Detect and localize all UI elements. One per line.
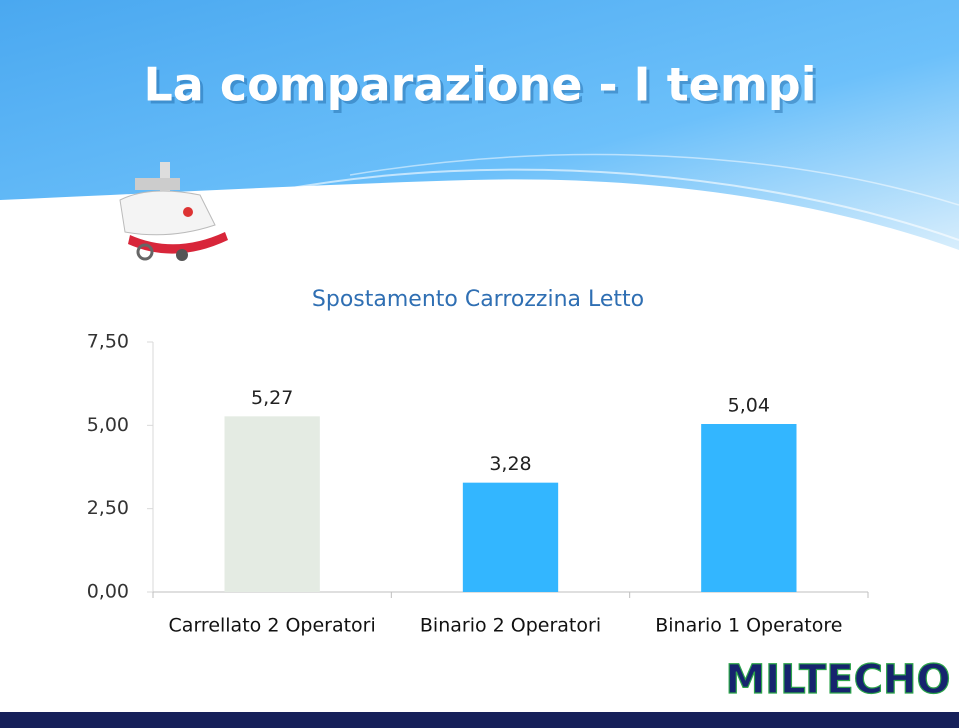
bar <box>224 416 320 592</box>
x-tick-label: Binario 2 Operatori <box>420 615 601 637</box>
y-tick-label: 7,50 <box>87 331 129 353</box>
x-tick-label: Carrellato 2 Operatori <box>169 615 376 637</box>
value-label: 5,27 <box>251 387 293 409</box>
y-tick-label: 5,00 <box>87 414 129 436</box>
x-tick-label: Binario 1 Operatore <box>655 615 842 637</box>
slide-title: La comparazione - I tempi <box>143 58 816 112</box>
footer-bar <box>0 712 959 728</box>
swoosh <box>349 153 959 206</box>
y-tick-label: 0,00 <box>87 581 129 603</box>
value-label: 3,28 <box>489 453 531 475</box>
logo: MILTECHO <box>726 657 951 703</box>
swoosh <box>279 168 959 241</box>
product-image <box>119 162 228 261</box>
value-label: 5,04 <box>728 395 770 417</box>
chart-title: Spostamento Carrozzina Letto <box>312 287 644 312</box>
y-tick-label: 2,50 <box>87 497 129 519</box>
bar <box>462 482 559 592</box>
title-shadow: La comparazione - I tempi <box>146 61 819 115</box>
bar <box>701 424 797 592</box>
header-band <box>0 0 959 250</box>
